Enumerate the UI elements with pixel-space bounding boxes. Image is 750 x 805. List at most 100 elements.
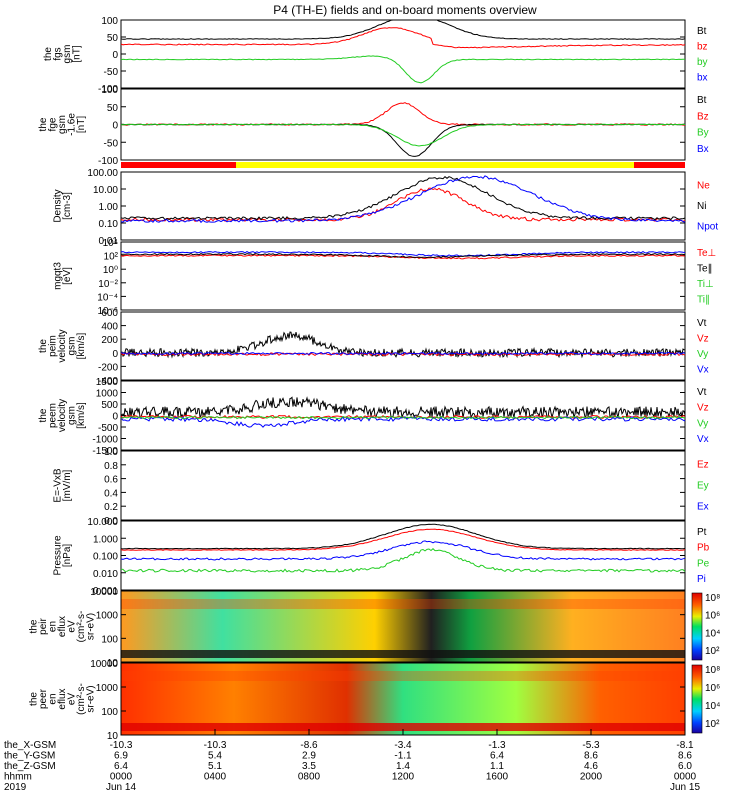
peem-legend-Vt: Vt — [697, 387, 707, 398]
fgs-by-trace — [120, 55, 686, 84]
x-row-value: 3.5 — [302, 761, 316, 772]
fgs-bz-trace — [120, 27, 686, 49]
x-row-value: -1.3 — [488, 740, 506, 751]
peim-tick-label: -200 — [98, 362, 118, 373]
density-ni-trace — [120, 176, 686, 221]
peir-ylabel-line: (cm²-s- — [76, 611, 87, 643]
temperature-legend-Te⊥: Te⊥ — [697, 248, 716, 259]
peim-tick-label: 600 — [101, 308, 118, 319]
peem-legend-Vz: Vz — [697, 403, 709, 414]
peem-vx-trace — [120, 416, 686, 428]
density-legend-Npot: Npot — [697, 222, 718, 233]
fge-ylabel-line: gsm — [57, 115, 68, 134]
peir-ylabel-line: en — [48, 621, 59, 632]
peim-vx-trace — [120, 351, 686, 356]
peir-tick-label: 1000 — [96, 611, 119, 622]
panel-peim: 600 400 200 0 -200 -400 thepeimvelocitygsm[km/… — [38, 308, 686, 387]
peir-tick-label: 10 — [107, 658, 119, 669]
temp-te-par-trace — [120, 253, 686, 259]
efield-ylabel: E=-VxB[mV/m] — [52, 468, 73, 503]
density-frame — [120, 171, 686, 241]
efield-tick-label: 1.0 — [104, 447, 118, 458]
x-row-value: 1600 — [486, 772, 509, 783]
density-tick-label: 0.01 — [99, 236, 119, 247]
efield-tick-label: 0.2 — [104, 502, 118, 513]
fgs-tick-label: 100 — [101, 16, 118, 27]
x-row-value: -1.1 — [394, 751, 412, 762]
fgs-legend-bz: bz — [697, 41, 708, 52]
pressure-pb-trace — [120, 528, 686, 551]
panel-peer: 10⁸ 10⁶ 10⁴ 10² 10000 1000 100 10 thepeereneflux… — [29, 659, 721, 742]
x-row-value: 1200 — [392, 772, 415, 783]
efield-tick-label: 0.4 — [104, 488, 118, 499]
peim-tick-label: 0 — [112, 349, 118, 360]
peer-low-energy-band — [121, 723, 685, 731]
fgs-legend-bx: bx — [697, 72, 708, 83]
peim-legend-Vy: Vy — [697, 349, 708, 360]
fgs-ylabel-line: [nT] — [71, 45, 82, 62]
efield-legend-Ez: Ez — [697, 460, 709, 471]
x-row-value: 6.0 — [678, 761, 692, 772]
peem-legend-Vy: Vy — [697, 418, 708, 429]
peir-ylabel-line: peir — [38, 617, 49, 634]
fgs-tick-label: 50 — [107, 33, 119, 44]
efield-tick-label: 0.6 — [104, 475, 118, 486]
figure-title: P4 (TH-E) fields and on-board moments ov… — [273, 3, 537, 17]
x-row-value: 2.9 — [302, 751, 316, 762]
fge-tick-label: -100 — [98, 156, 118, 167]
efield-legend-Ey: Ey — [697, 481, 709, 492]
x-row-value: 0400 — [204, 772, 227, 783]
pressure-tick-label: 0.010 — [93, 569, 118, 580]
efield-tick-label: 0.0 — [104, 516, 118, 527]
x-row-value: 6.4 — [490, 751, 504, 762]
x-row-value: -8.6 — [300, 740, 318, 751]
fgs-ylabel-line: fgs — [52, 47, 63, 60]
fgs-bt-trace — [120, 19, 686, 40]
panel-efield: 1.0 0.8 0.6 0.4 0.2 0.0 E=-VxB[mV/m] — [52, 447, 686, 527]
peir-colorbar — [691, 592, 703, 661]
temperature-legend-Ti∥: Ti∥ — [697, 294, 710, 305]
peem-tick-label: 500 — [101, 400, 118, 411]
x-row-value: -10.3 — [204, 740, 227, 751]
peem-tick-label: 1500 — [96, 377, 119, 388]
peem-tick-label: -1000 — [92, 435, 118, 446]
panel-temperature: 10⁴ 10² 10⁰ 10⁻² 10⁻⁴ 10⁻⁶ mgqt3[eV] — [52, 238, 686, 317]
temperature-ylabel: mgqt3[eV] — [52, 262, 73, 290]
peir-high-energy-band — [121, 599, 685, 609]
x-row-value: 8.6 — [584, 751, 598, 762]
panel-density: 100.00 10.00 1.00 0.10 0.01 Density[cm-3] — [52, 168, 686, 247]
x-row-value: Jun 14 — [106, 782, 136, 793]
peer-tick-label: 1000 — [96, 683, 119, 694]
peem-tick-label: 1000 — [96, 389, 119, 400]
density-ylabel-line: [cm-3] — [62, 192, 73, 220]
peim-tick-label: 400 — [101, 322, 118, 333]
peer-ylabel-line: peer — [38, 688, 49, 709]
mode-bar-red-end — [634, 162, 685, 168]
peim-ylabel-line: [km/s] — [76, 332, 87, 359]
peir-tick-label: 100 — [101, 634, 118, 645]
efield-ylabel-line: [mV/m] — [62, 469, 73, 501]
temperature-tick-label: 10⁻² — [98, 279, 118, 290]
fge-ylabel-line: -1.6e — [67, 113, 78, 136]
panel-peir: 10⁸ 10⁶ 10⁴ 10² 10000 1000 100 10 thepeireneflux… — [29, 587, 721, 669]
fgs-frame — [120, 19, 686, 89]
mode-bar-yellow — [236, 162, 634, 168]
peim-frame — [120, 311, 686, 381]
pressure-tick-label: 0.100 — [93, 552, 118, 563]
fge-ylabel-line: the — [38, 117, 49, 131]
peir-ylabel-line: the — [29, 619, 40, 633]
peem-ylabel-line: peem — [48, 403, 59, 428]
x-row-value: 0000 — [110, 772, 133, 783]
peer-ylabel-line: (cm²-s- — [76, 683, 87, 715]
panel-pressure: 10.000 1.000 0.100 0.010 0.001 Pressure[nPa] — [52, 517, 686, 597]
peer-ylabel-line: sr-eV) — [86, 685, 97, 712]
density-ylabel-line: Density — [52, 189, 63, 222]
density-tick-label: 100.00 — [87, 168, 118, 179]
temperature-tick-label: 10⁴ — [103, 238, 118, 249]
peir-colorbar-tick: 10⁸ — [705, 593, 720, 604]
x-row-value: 6.4 — [114, 761, 128, 772]
